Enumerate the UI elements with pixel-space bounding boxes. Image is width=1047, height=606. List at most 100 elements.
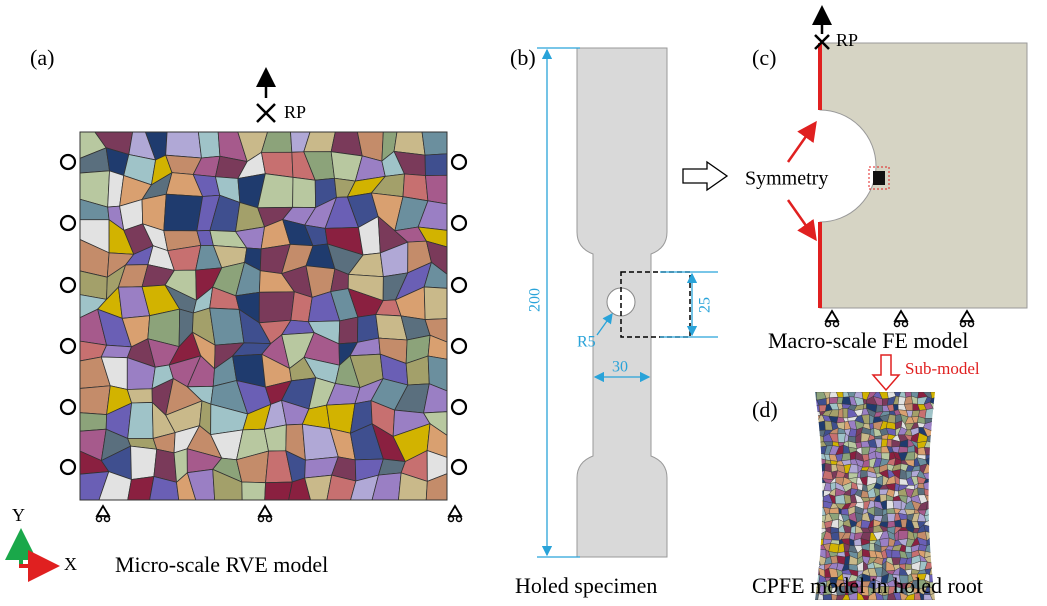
grain — [812, 555, 820, 565]
caption: CPFE model in holed root — [752, 573, 983, 598]
grain — [932, 421, 938, 431]
grain — [933, 435, 938, 443]
grain — [931, 392, 938, 399]
roller-wheel — [969, 322, 974, 327]
grain — [812, 427, 818, 435]
grain — [931, 552, 938, 558]
grain — [422, 132, 447, 155]
grain — [812, 491, 820, 496]
roller — [97, 506, 109, 516]
roller — [895, 311, 907, 321]
rve-mosaic — [80, 132, 447, 500]
grain — [933, 408, 938, 418]
roller — [961, 311, 973, 321]
grain — [242, 482, 266, 500]
plate — [820, 43, 1027, 308]
grain — [131, 446, 157, 479]
support — [61, 400, 75, 414]
grain — [816, 495, 823, 501]
grain — [838, 433, 846, 442]
grain — [425, 154, 447, 176]
grain — [101, 345, 131, 357]
dim-window: 25 — [697, 297, 714, 313]
grain — [842, 453, 851, 461]
grain — [812, 471, 818, 478]
support — [452, 278, 466, 292]
grain — [164, 194, 203, 231]
grain — [933, 519, 938, 527]
grain — [931, 491, 938, 498]
grain — [932, 466, 938, 473]
rp-cross — [257, 104, 275, 122]
grain — [812, 534, 820, 539]
grain — [80, 413, 107, 431]
caption: Micro-scale RVE model — [115, 552, 328, 577]
grain — [812, 452, 818, 458]
symmetry-arrow — [788, 200, 814, 237]
grain — [425, 175, 447, 204]
roller-wheel — [267, 517, 272, 522]
roller-wheel — [961, 322, 966, 327]
grain — [812, 545, 819, 550]
grain — [931, 442, 938, 447]
grain — [127, 389, 152, 403]
dim-length: 200 — [527, 288, 544, 312]
grain — [918, 488, 925, 495]
grain — [887, 439, 892, 447]
grain — [932, 429, 938, 435]
caption: Macro-scale FE model — [768, 328, 968, 353]
support — [452, 155, 466, 169]
grain — [812, 519, 818, 528]
roller-wheel — [834, 322, 839, 327]
axis-y-label: Y — [12, 505, 25, 525]
grain — [887, 514, 895, 522]
grain — [812, 500, 819, 508]
grain — [812, 466, 818, 473]
grain — [80, 386, 110, 415]
support — [61, 278, 75, 292]
grain — [898, 447, 907, 453]
grain — [933, 555, 938, 563]
roller-wheel — [97, 517, 102, 522]
rp-label: RP — [836, 30, 858, 50]
roller — [449, 506, 461, 516]
grain — [357, 315, 378, 343]
grain — [259, 292, 294, 323]
grain — [812, 507, 819, 516]
roller — [826, 311, 838, 321]
grain — [933, 525, 938, 534]
grain — [812, 514, 819, 523]
grain — [930, 458, 938, 467]
grain — [905, 546, 911, 552]
grain — [812, 434, 819, 442]
grain — [812, 477, 818, 483]
grain — [932, 418, 938, 421]
grain — [924, 447, 933, 455]
roller-wheel — [895, 322, 900, 327]
grain — [812, 458, 818, 466]
support — [61, 339, 75, 353]
panel-label: (d) — [752, 397, 778, 422]
grain — [930, 482, 938, 491]
grain — [930, 538, 938, 543]
grain — [880, 538, 890, 547]
grain — [829, 508, 839, 514]
symmetry-label: Symmetry — [745, 168, 828, 190]
support — [452, 400, 466, 414]
grain — [812, 446, 819, 453]
grain — [128, 402, 153, 438]
grain — [166, 132, 202, 158]
submodel-region — [873, 171, 885, 185]
grain — [930, 453, 938, 461]
grain — [931, 447, 938, 455]
grain — [930, 533, 938, 539]
roller-wheel — [826, 322, 831, 327]
support — [61, 460, 75, 474]
cpfe-mosaic — [812, 392, 938, 600]
grain — [812, 405, 820, 412]
roller-wheel — [903, 322, 908, 327]
support — [452, 339, 466, 353]
panel-label: (b) — [510, 45, 536, 70]
axis-x-label: X — [64, 554, 77, 574]
grain — [812, 549, 818, 559]
